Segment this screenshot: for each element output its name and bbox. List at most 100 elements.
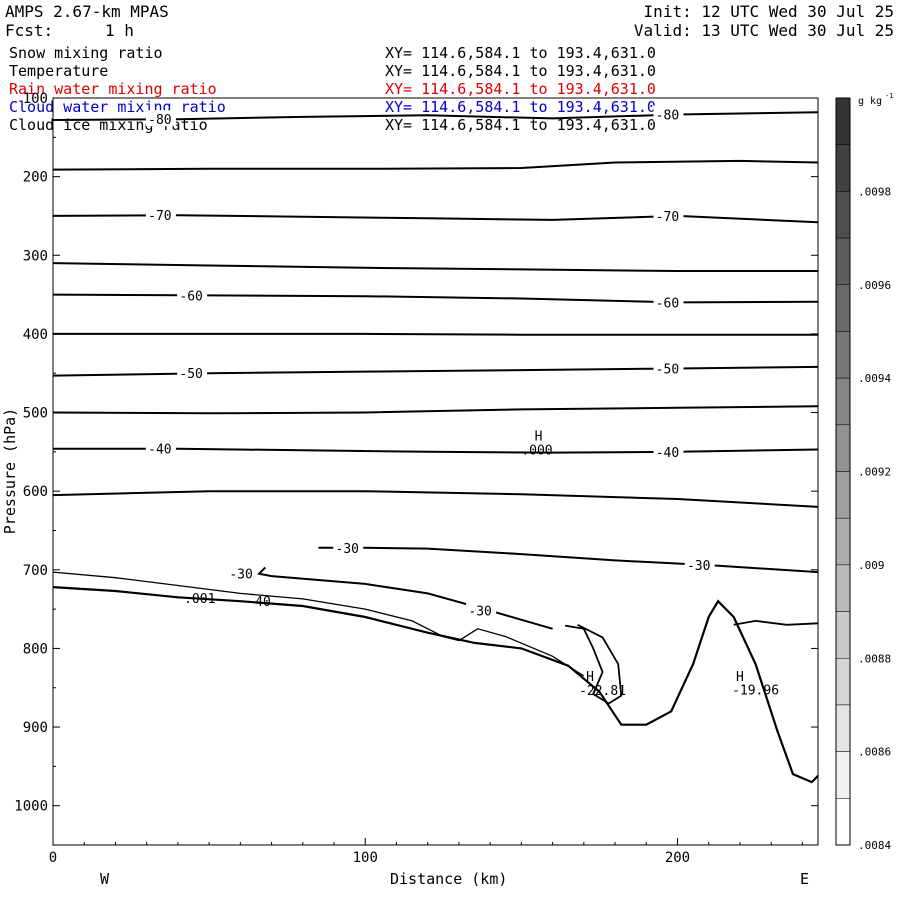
contour-label: -70 [148,209,171,224]
x-end-label-east: E [800,870,810,888]
colorbar-bin [835,517,851,566]
colorbar-tick-label: .0098 [858,185,891,198]
temperature-contour [52,293,819,304]
x-axis-label: Distance (km) [390,870,508,888]
temperature-contour [52,365,819,377]
colorbar-bin [835,377,851,426]
temperature-contour [52,490,819,508]
chart-annotation: H [586,670,594,685]
temperature-contour [52,405,819,415]
contour-label-bg [653,359,684,376]
colorbar-bin [835,658,851,706]
y-tick-label: 1000 [14,799,48,815]
contour-label: -50 [656,362,679,377]
y-tick-label: 600 [23,484,48,500]
field-name: Rain water mixing ratio [9,80,217,98]
chart-annotation: -19.96 [732,683,779,698]
x-tick-label: 100 [353,850,378,866]
temperature-contour [52,159,819,171]
colorbar-bin [835,564,851,612]
chart-annotation: -22.81 [579,684,626,699]
contour-label: -40 [148,443,171,458]
contour-label-bg [653,105,684,122]
contour-label: -80 [656,109,679,124]
contour-label-bg [653,206,684,223]
colorbar-tick-label: .0084 [858,839,891,852]
y-axis-label: Pressure (hPa) [1,407,19,535]
contour-label-bg [466,601,497,618]
chart-annotation: -40 [247,595,270,610]
colorbar-unit-sup: -1 [885,92,893,100]
chart-annotation: .000 [521,443,552,458]
colorbar-tick-label: .0088 [858,652,891,665]
fcst-label: Fcst: [5,21,54,40]
x-tick-label: 0 [49,850,57,866]
colorbar-bin [835,704,851,752]
contour-label: -50 [179,367,202,382]
colorbar-bin [835,191,851,239]
contour-label-bg [227,564,258,581]
y-tick-label: 900 [23,720,48,736]
temperature-contour [52,262,818,272]
near-surface-contour [52,571,585,677]
colorbar-bin [835,331,851,379]
y-tick-label: 800 [23,641,48,657]
colorbar-bin [835,611,851,659]
y-tick-label: 500 [23,406,48,422]
colorbar-bin [835,97,851,145]
contour-label: -60 [656,296,679,311]
contour-label: -30 [229,568,252,583]
colorbar-bin [835,471,851,519]
field-xy: XY= 114.6,584.1 to 193.4,631.0 [385,116,656,134]
contour-label-bg [333,538,364,555]
colorbar-bin [835,798,851,846]
valid-time: Valid: 13 UTC Wed 30 Jul 25 [633,21,894,40]
colorbar-tick-label: .0092 [858,466,891,479]
colorbar-bin [835,144,851,192]
contour-label: -40 [656,446,679,461]
contour-label-bg [145,110,176,127]
model-title: AMPS 2.67-km MPAS [5,2,169,21]
field-xy: XY= 114.6,584.1 to 193.4,631.0 [385,98,656,116]
contour-label: -80 [148,113,171,128]
colorbar-tick-label: .0094 [858,372,891,385]
right-contour [733,619,819,626]
colorbar-frame [835,97,851,846]
contour-label-bg [177,364,208,381]
chart-annotation: .001 [184,592,215,607]
field-xy: XY= 114.6,584.1 to 193.4,631.0 [385,80,656,98]
plot-frame [52,97,819,846]
x-end-label-west: W [100,870,110,888]
field-xy: XY= 114.6,584.1 to 193.4,631.0 [385,62,656,80]
chart-annotation: H [736,670,744,685]
fcst-value: 1 h [105,21,134,40]
y-tick-label: 100 [23,91,48,107]
colorbar-tick-label: .009 [858,559,885,572]
colorbar-tick-label: .0096 [858,279,891,292]
field-name: Temperature [9,62,109,80]
temperature-contour [318,546,819,574]
contour-label-bg [653,293,684,310]
contour-label-bg [653,442,684,459]
closed-contour [564,623,623,705]
x-tick-label: 200 [665,850,690,866]
colorbar-bin [835,284,851,332]
y-tick-label: 300 [23,248,48,264]
contour-label-bg [145,206,176,223]
contour-label: -30 [336,542,359,557]
chart-annotation: H [535,429,543,444]
y-tick-label: 700 [23,563,48,579]
init-time: Init: 12 UTC Wed 30 Jul 25 [643,2,894,21]
contour-label-bg [684,556,715,573]
colorbar-bin [835,751,851,799]
field-name: Snow mixing ratio [9,44,163,62]
temperature-contour [53,332,818,336]
colorbar-bin [835,424,851,472]
contour-label: -60 [179,289,202,304]
colorbar-bin [835,237,851,285]
contour-label: -30 [687,559,710,574]
contour-label-bg [145,439,176,456]
field-xy: XY= 114.6,584.1 to 193.4,631.0 [385,44,656,62]
y-tick-label: 400 [23,327,48,343]
